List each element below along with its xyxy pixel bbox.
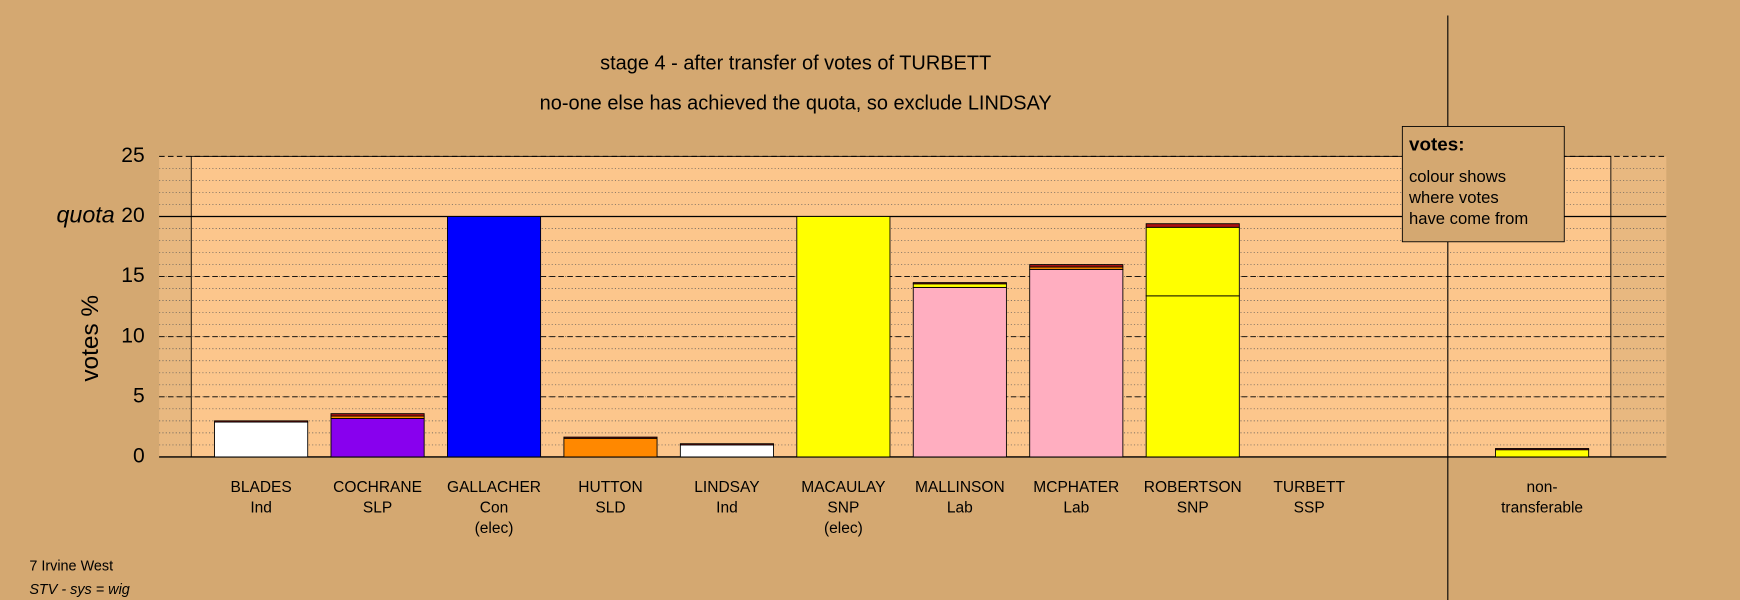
x-tick-label: (elec) <box>824 520 863 537</box>
bar-segment <box>796 216 891 458</box>
legend-text: where votes <box>1408 188 1499 207</box>
x-tick-label: ROBERTSON <box>1144 479 1242 496</box>
bar-segment <box>912 282 1007 285</box>
bar-segment <box>1145 226 1240 297</box>
legend-text: have come from <box>1409 209 1528 228</box>
x-tick-label: SLD <box>595 500 625 517</box>
x-tick-label: Con <box>480 500 508 517</box>
bar-segment <box>679 443 774 446</box>
bar-segment <box>214 421 309 458</box>
x-tick-label: SSP <box>1294 500 1325 517</box>
legend-box <box>1401 125 1565 243</box>
bar-segment <box>1029 268 1124 458</box>
x-tick-label: Lab <box>1063 500 1089 517</box>
bar-segment <box>1495 448 1590 451</box>
quota-label: quota <box>56 202 114 228</box>
bar-segment <box>1145 223 1240 228</box>
bar-segment <box>679 444 774 458</box>
x-tick-label: LINDSAY <box>694 479 760 496</box>
x-tick-label: Lab <box>947 500 973 517</box>
y-tick-label: 15 <box>121 264 144 287</box>
x-tick-label: (elec) <box>475 520 514 537</box>
x-tick-label: Ind <box>716 500 738 517</box>
x-tick-label: MALLINSON <box>915 479 1005 496</box>
bar-segment <box>330 413 425 417</box>
x-tick-label: SNP <box>1177 500 1209 517</box>
bar-segment <box>447 216 542 458</box>
y-tick-label: 20 <box>121 204 144 227</box>
footer-line: STV - sys = wig <box>29 582 129 598</box>
plot-area <box>190 155 1612 458</box>
bar-segment <box>912 286 1007 458</box>
bar-segment <box>1029 264 1124 268</box>
y-tick-label: 0 <box>133 444 145 467</box>
x-tick-label: transferable <box>1501 500 1583 517</box>
x-tick-label: SNP <box>827 500 859 517</box>
x-tick-label: MCPHATER <box>1033 479 1119 496</box>
y-tick-label: 10 <box>121 324 144 347</box>
bar-segment <box>1145 295 1240 458</box>
y-axis-label: votes % <box>77 295 104 382</box>
x-tick-label: MACAULAY <box>801 479 886 496</box>
x-tick-label: non- <box>1527 479 1558 496</box>
y-tick-label: 5 <box>133 384 145 407</box>
x-tick-label: Ind <box>250 500 272 517</box>
x-tick-label: SLP <box>363 500 392 517</box>
bar-segment <box>563 436 658 439</box>
chart-title: stage 4 - after transfer of votes of TUR… <box>600 53 991 75</box>
legend-text: colour shows <box>1409 167 1506 186</box>
x-tick-label: HUTTON <box>578 479 642 496</box>
chart-subtitle: no-one else has achieved the quota, so e… <box>540 93 1052 115</box>
x-tick-label: GALLACHER <box>447 479 541 496</box>
footer-line: 7 Irvine West <box>29 559 113 575</box>
bar-segment <box>1495 449 1590 458</box>
bar-segment <box>563 437 658 458</box>
x-tick-label: COCHRANE <box>333 479 422 496</box>
x-tick-label: TURBETT <box>1273 479 1345 496</box>
bar-segment <box>214 420 309 423</box>
x-tick-label: BLADES <box>231 479 292 496</box>
bar-segment <box>912 283 1007 288</box>
y-tick-label: 25 <box>121 144 144 167</box>
legend-title: votes: <box>1409 133 1465 154</box>
bar-segment <box>330 418 425 458</box>
